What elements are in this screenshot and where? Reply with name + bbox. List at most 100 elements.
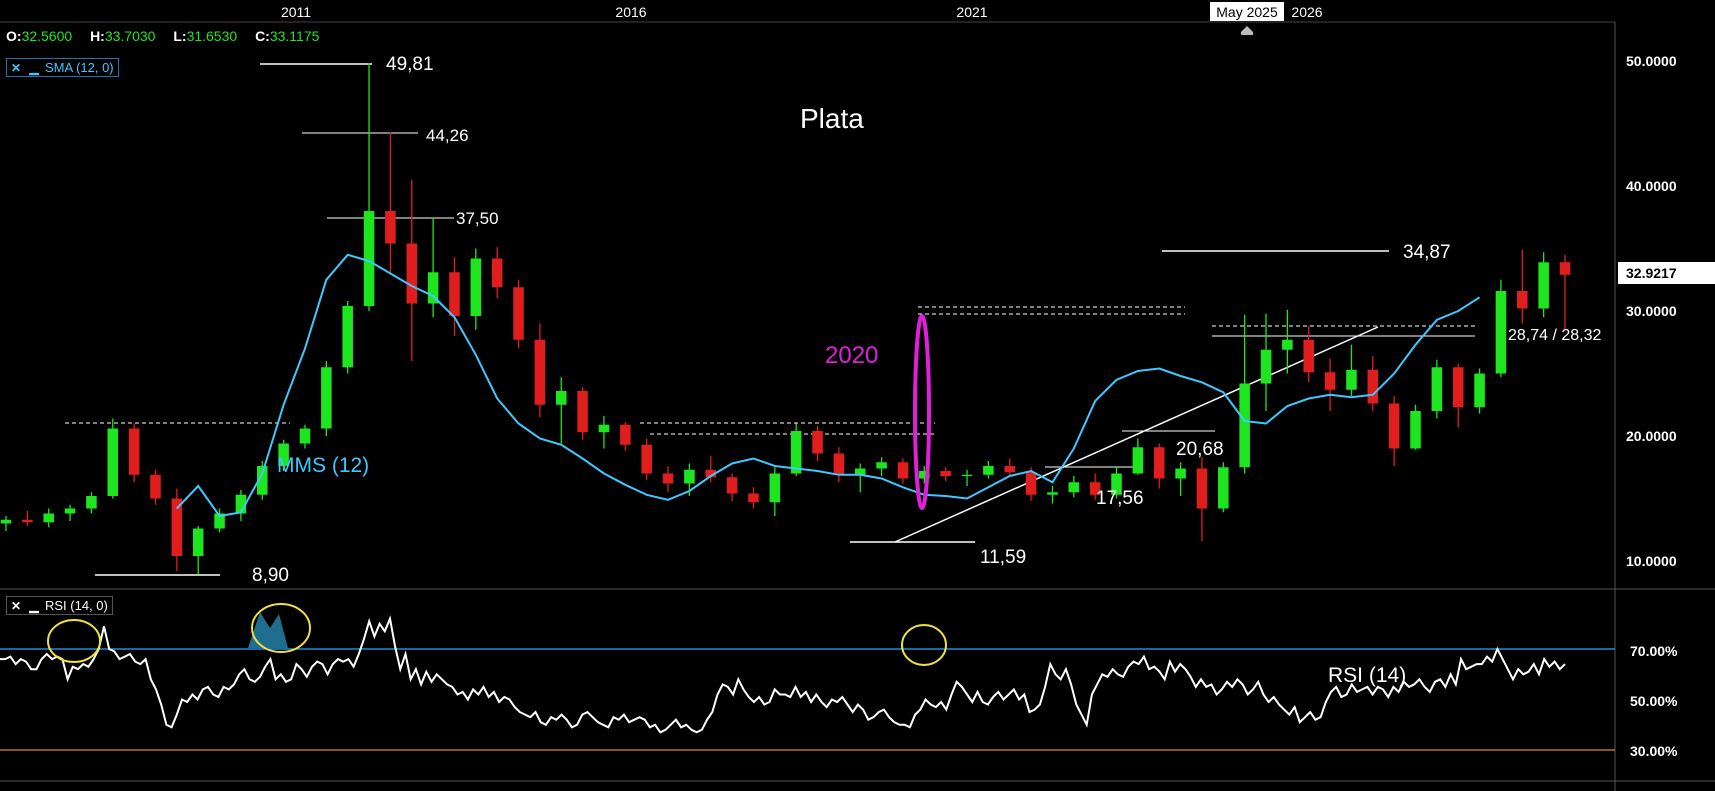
candle-body bbox=[427, 272, 439, 304]
time-tick-2021: 2021 bbox=[956, 4, 987, 20]
time-tick-2011: 2011 bbox=[281, 4, 311, 20]
candle-body bbox=[983, 466, 994, 475]
rsi-indicator-label[interactable]: RSI (14, 0) bbox=[45, 598, 108, 613]
candle-body bbox=[1431, 367, 1443, 411]
ohlc-readout: O:32.5600 H:33.7030 L:31.6530 C:33.1175 bbox=[6, 28, 333, 44]
candle-body bbox=[1517, 291, 1528, 309]
candle-body bbox=[449, 272, 460, 316]
minimize-icon[interactable]: ▁ bbox=[29, 60, 39, 75]
rsi-line bbox=[0, 615, 1566, 734]
rsi-indicator-chip: ✕ ▁ RSI (14, 0) bbox=[6, 596, 113, 615]
close-value: 33.1175 bbox=[269, 28, 320, 44]
label-mms-12: MMS (12) bbox=[277, 454, 369, 477]
candle-body bbox=[620, 424, 631, 445]
label-44-26: 44,26 bbox=[426, 126, 469, 145]
last-price-label: 32.9217 bbox=[1626, 265, 1677, 281]
candle-body bbox=[705, 469, 717, 478]
candle-body bbox=[534, 339, 546, 405]
candle-body bbox=[1089, 482, 1101, 495]
candle-body bbox=[555, 391, 567, 405]
candle-body bbox=[790, 431, 802, 474]
candle-body bbox=[128, 428, 140, 475]
close-icon[interactable]: ✕ bbox=[10, 60, 22, 75]
candle-body bbox=[43, 513, 54, 523]
candle-body bbox=[1538, 262, 1549, 309]
label-28-74-28-32: 28,74 / 28,32 bbox=[1508, 327, 1602, 344]
candle-body bbox=[1303, 339, 1314, 373]
candle-body bbox=[1175, 468, 1186, 479]
candle-body bbox=[940, 471, 951, 476]
candle-body bbox=[1239, 383, 1250, 468]
uptrend-line[interactable] bbox=[894, 326, 1379, 543]
rsi-highlight-2009 bbox=[47, 619, 101, 663]
label-8-90: 8,90 bbox=[252, 565, 289, 586]
candle-body bbox=[342, 306, 353, 368]
candle-body bbox=[1474, 373, 1485, 408]
price-tick-40: 40.0000 bbox=[1626, 178, 1677, 194]
open-value: 32.5600 bbox=[21, 28, 73, 44]
candle-body bbox=[1452, 367, 1464, 408]
candle-body bbox=[1559, 262, 1571, 275]
high-label: H: bbox=[90, 28, 105, 44]
candle-body bbox=[1324, 372, 1336, 390]
price-tick-10: 10.0000 bbox=[1626, 553, 1677, 569]
candle-body bbox=[577, 391, 588, 433]
time-axis-bg bbox=[0, 0, 1715, 22]
candle-body bbox=[235, 494, 247, 514]
rsi-axis: 70.00% 50.00% 30.00% bbox=[1630, 643, 1678, 759]
crosshair-date-label: May 2025 bbox=[1216, 4, 1278, 20]
label-34-87: 34,87 bbox=[1403, 242, 1451, 263]
open-label: O: bbox=[6, 28, 22, 44]
candle-body bbox=[107, 428, 119, 496]
sma-line bbox=[176, 253, 1481, 518]
candle-body bbox=[897, 462, 909, 479]
label-20-68: 20,68 bbox=[1176, 439, 1224, 460]
sma-indicator-label[interactable]: SMA (12, 0) bbox=[45, 60, 114, 75]
candle-body bbox=[1196, 468, 1208, 509]
candle-body bbox=[812, 431, 823, 454]
close-label: C: bbox=[255, 28, 270, 44]
rsi-overbought-fill bbox=[248, 612, 288, 648]
candle-body bbox=[150, 474, 161, 499]
label-11-59: 11,59 bbox=[980, 547, 1026, 568]
candle-body bbox=[726, 477, 738, 494]
candle-body bbox=[641, 444, 652, 474]
price-tick-30: 30.0000 bbox=[1626, 303, 1677, 319]
candle-body bbox=[22, 519, 33, 523]
rsi-tick-70: 70.00% bbox=[1630, 643, 1678, 659]
sma-series bbox=[176, 253, 1481, 518]
crosshair-marker-icon[interactable] bbox=[1241, 26, 1253, 35]
candle-body bbox=[64, 508, 76, 514]
candlestick-series bbox=[0, 63, 1571, 575]
price-tick-50: 50.0000 bbox=[1626, 53, 1677, 69]
candle-body bbox=[748, 493, 759, 503]
candle-body bbox=[0, 519, 12, 524]
sma-indicator-chip: ✕ ▁ SMA (12, 0) bbox=[6, 58, 119, 77]
candle-body bbox=[854, 468, 866, 475]
covid-2020-highlight bbox=[913, 314, 931, 510]
candle-body bbox=[1025, 472, 1037, 495]
candle-body bbox=[662, 473, 674, 484]
candle-body bbox=[1260, 349, 1272, 384]
candle-body bbox=[278, 443, 289, 466]
minimize-icon[interactable]: ▁ bbox=[29, 598, 39, 613]
candle-body bbox=[1004, 466, 1016, 473]
candle-body bbox=[470, 258, 482, 316]
low-value: 31.6530 bbox=[186, 28, 238, 44]
candle-body bbox=[919, 471, 930, 479]
candle-body bbox=[171, 498, 183, 556]
rsi-tick-30: 30.00% bbox=[1630, 743, 1678, 759]
rsi-highlight-2011 bbox=[251, 603, 311, 653]
chart-title: Plata bbox=[800, 103, 864, 134]
candle-body bbox=[214, 513, 225, 529]
candle-body bbox=[363, 211, 375, 306]
time-axis: 2011 2016 2021 May 2025 2026 bbox=[0, 0, 1715, 35]
candle-body bbox=[299, 428, 311, 444]
candle-body bbox=[406, 243, 418, 304]
label-37-50: 37,50 bbox=[456, 209, 499, 228]
candle-body bbox=[1388, 403, 1400, 449]
candle-body bbox=[513, 287, 524, 340]
close-icon[interactable]: ✕ bbox=[10, 598, 22, 613]
candle-body bbox=[1153, 447, 1165, 479]
